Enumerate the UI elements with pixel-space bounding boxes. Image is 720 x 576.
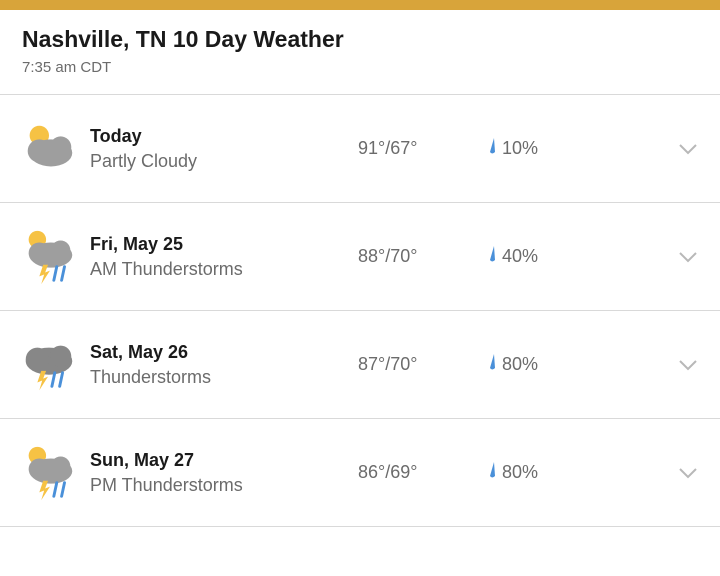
temp-cell: 86°/69° bbox=[358, 462, 488, 483]
precip-cell: 80% bbox=[488, 353, 598, 376]
low-temp: 70° bbox=[390, 246, 417, 266]
raindrop-icon bbox=[488, 137, 498, 160]
expand-chevron[interactable] bbox=[598, 143, 698, 155]
high-temp: 88° bbox=[358, 246, 385, 266]
weather-icon bbox=[10, 118, 88, 180]
raindrop-icon bbox=[488, 461, 498, 484]
day-condition: Partly Cloudy bbox=[90, 151, 358, 172]
precip-percent: 40% bbox=[502, 246, 538, 267]
forecast-list: Today Partly Cloudy 91°/67° 10% Fri, May… bbox=[0, 95, 720, 527]
forecast-row[interactable]: Sun, May 27 PM Thunderstorms 86°/69° 80% bbox=[0, 419, 720, 527]
precip-cell: 40% bbox=[488, 245, 598, 268]
day-condition: PM Thunderstorms bbox=[90, 475, 358, 496]
precip-percent: 80% bbox=[502, 462, 538, 483]
precip-percent: 10% bbox=[502, 138, 538, 159]
day-label: Today bbox=[90, 126, 358, 147]
top-accent-bar bbox=[0, 0, 720, 10]
day-cell: Today Partly Cloudy bbox=[88, 126, 358, 172]
high-temp: 86° bbox=[358, 462, 385, 482]
day-condition: AM Thunderstorms bbox=[90, 259, 358, 280]
raindrop-icon bbox=[488, 245, 498, 268]
precip-percent: 80% bbox=[502, 354, 538, 375]
precip-cell: 10% bbox=[488, 137, 598, 160]
forecast-row[interactable]: Today Partly Cloudy 91°/67° 10% bbox=[0, 95, 720, 203]
day-label: Fri, May 25 bbox=[90, 234, 358, 255]
header: Nashville, TN 10 Day Weather 7:35 am CDT bbox=[0, 10, 720, 95]
forecast-row[interactable]: Sat, May 26 Thunderstorms 87°/70° 80% bbox=[0, 311, 720, 419]
page-title: Nashville, TN 10 Day Weather bbox=[22, 26, 698, 53]
day-cell: Sat, May 26 Thunderstorms bbox=[88, 342, 358, 388]
weather-icon bbox=[10, 442, 88, 504]
temp-cell: 88°/70° bbox=[358, 246, 488, 267]
day-label: Sun, May 27 bbox=[90, 450, 358, 471]
low-temp: 70° bbox=[390, 354, 417, 374]
temp-cell: 91°/67° bbox=[358, 138, 488, 159]
low-temp: 67° bbox=[390, 138, 417, 158]
expand-chevron[interactable] bbox=[598, 359, 698, 371]
day-cell: Sun, May 27 PM Thunderstorms bbox=[88, 450, 358, 496]
raindrop-icon bbox=[488, 353, 498, 376]
temp-cell: 87°/70° bbox=[358, 354, 488, 375]
forecast-row[interactable]: Fri, May 25 AM Thunderstorms 88°/70° 40% bbox=[0, 203, 720, 311]
low-temp: 69° bbox=[390, 462, 417, 482]
precip-cell: 80% bbox=[488, 461, 598, 484]
day-cell: Fri, May 25 AM Thunderstorms bbox=[88, 234, 358, 280]
day-condition: Thunderstorms bbox=[90, 367, 358, 388]
day-label: Sat, May 26 bbox=[90, 342, 358, 363]
high-temp: 91° bbox=[358, 138, 385, 158]
weather-icon bbox=[10, 334, 88, 396]
expand-chevron[interactable] bbox=[598, 251, 698, 263]
high-temp: 87° bbox=[358, 354, 385, 374]
timestamp: 7:35 am CDT bbox=[22, 59, 698, 76]
weather-icon bbox=[10, 226, 88, 288]
expand-chevron[interactable] bbox=[598, 467, 698, 479]
